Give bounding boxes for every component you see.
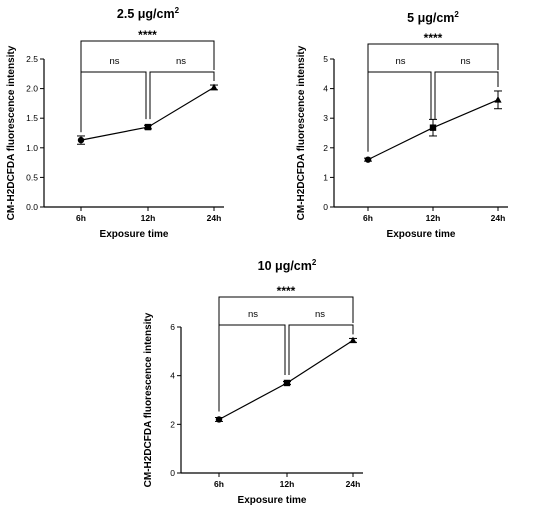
- significance-bracket-pair: [288, 324, 354, 375]
- data-point-square: [144, 123, 152, 131]
- chart-title: 5 μg/cm2: [407, 10, 459, 25]
- significance-label-pair: ns: [460, 56, 470, 67]
- x-axis-title: Exposure time: [100, 229, 169, 240]
- significance-bracket-pair: [218, 324, 286, 412]
- y-tick-label: 0: [323, 202, 328, 212]
- significance-label-overall: ****: [277, 284, 296, 298]
- significance-label-pair: ns: [176, 56, 186, 67]
- significance-bracket-overall: [218, 296, 354, 412]
- significance-label-overall: ****: [138, 28, 157, 42]
- y-tick-label: 4: [170, 371, 175, 381]
- data-point-square: [429, 124, 437, 131]
- x-tick-label: 24h: [207, 213, 222, 223]
- chart-title: 2.5 μg/cm2: [117, 6, 180, 21]
- y-tick-label: 2.0: [26, 84, 38, 94]
- y-tick-label: 6: [170, 322, 175, 332]
- chart-title-superscript: 2: [312, 258, 317, 267]
- significance-bracket-pair: [80, 71, 147, 133]
- y-tick-label: 0.0: [26, 202, 38, 212]
- y-axis-title: CM-H2DCFDA fluorescence intensity: [143, 312, 154, 487]
- significance-bracket-pair: [434, 71, 499, 120]
- y-tick-label: 0.5: [26, 172, 38, 182]
- data-point-circle: [215, 416, 223, 423]
- x-tick-label: 6h: [214, 479, 224, 489]
- significance-bracket-overall: [80, 40, 215, 133]
- x-tick-label: 6h: [363, 213, 373, 223]
- significance-bracket-pair: [367, 71, 432, 152]
- y-tick-label: 3: [323, 113, 328, 123]
- x-tick-label: 24h: [491, 213, 506, 223]
- data-point-square: [283, 379, 291, 387]
- chart-panel-2: 5 μg/cm2 0 1 2 3 4 5 6h 12h 24h Exposure time CM-H2…: [296, 10, 508, 240]
- significance-bracket-pair: [149, 71, 215, 120]
- data-point-triangle: [494, 96, 502, 103]
- y-tick-label: 2.5: [26, 54, 38, 64]
- chart-title-superscript: 2: [454, 10, 459, 19]
- chart-title: 10 μg/cm2: [258, 258, 317, 273]
- data-point-triangle: [349, 336, 357, 344]
- x-tick-label: 6h: [76, 213, 86, 223]
- significance-label-pair: ns: [395, 56, 405, 67]
- chart-title-superscript: 2: [175, 6, 180, 15]
- series-line: [80, 86, 215, 141]
- y-axis-title: CM-H2DCFDA fluorescence intensity: [6, 45, 17, 220]
- y-tick-label: 5: [323, 54, 328, 64]
- y-tick-label: 1.0: [26, 143, 38, 153]
- x-tick-label: 12h: [141, 213, 156, 223]
- y-axis-title: CM-H2DCFDA fluorescence intensity: [296, 45, 307, 220]
- y-tick-label: 1: [323, 172, 328, 182]
- data-point-circle: [77, 136, 85, 144]
- chart-panel-1: 2.5 μg/cm2 0.0 0.5 1.0 1.5 2.0 2.5 6h 12h 24h Expo…: [6, 6, 224, 240]
- x-tick-label: 12h: [426, 213, 441, 223]
- y-tick-label: 4: [323, 84, 328, 94]
- y-tick-label: 0: [170, 468, 175, 478]
- x-tick-label: 12h: [280, 479, 295, 489]
- data-point-circle: [364, 156, 372, 163]
- significance-label-pair: ns: [109, 56, 119, 67]
- y-tick-label: 1.5: [26, 113, 38, 123]
- significance-label-pair: ns: [248, 309, 258, 320]
- x-axis-title: Exposure time: [238, 495, 307, 506]
- significance-label-overall: ****: [424, 31, 443, 45]
- data-point-triangle: [210, 83, 218, 91]
- y-tick-label: 2: [170, 419, 175, 429]
- x-tick-label: 24h: [346, 479, 361, 489]
- significance-label-pair: ns: [315, 309, 325, 320]
- chart-panel-3: 10 μg/cm2 0 2 4 6 6h 12h 24h Exposure time CM-H2D…: [143, 258, 363, 506]
- y-tick-label: 2: [323, 143, 328, 153]
- x-axis-title: Exposure time: [387, 229, 456, 240]
